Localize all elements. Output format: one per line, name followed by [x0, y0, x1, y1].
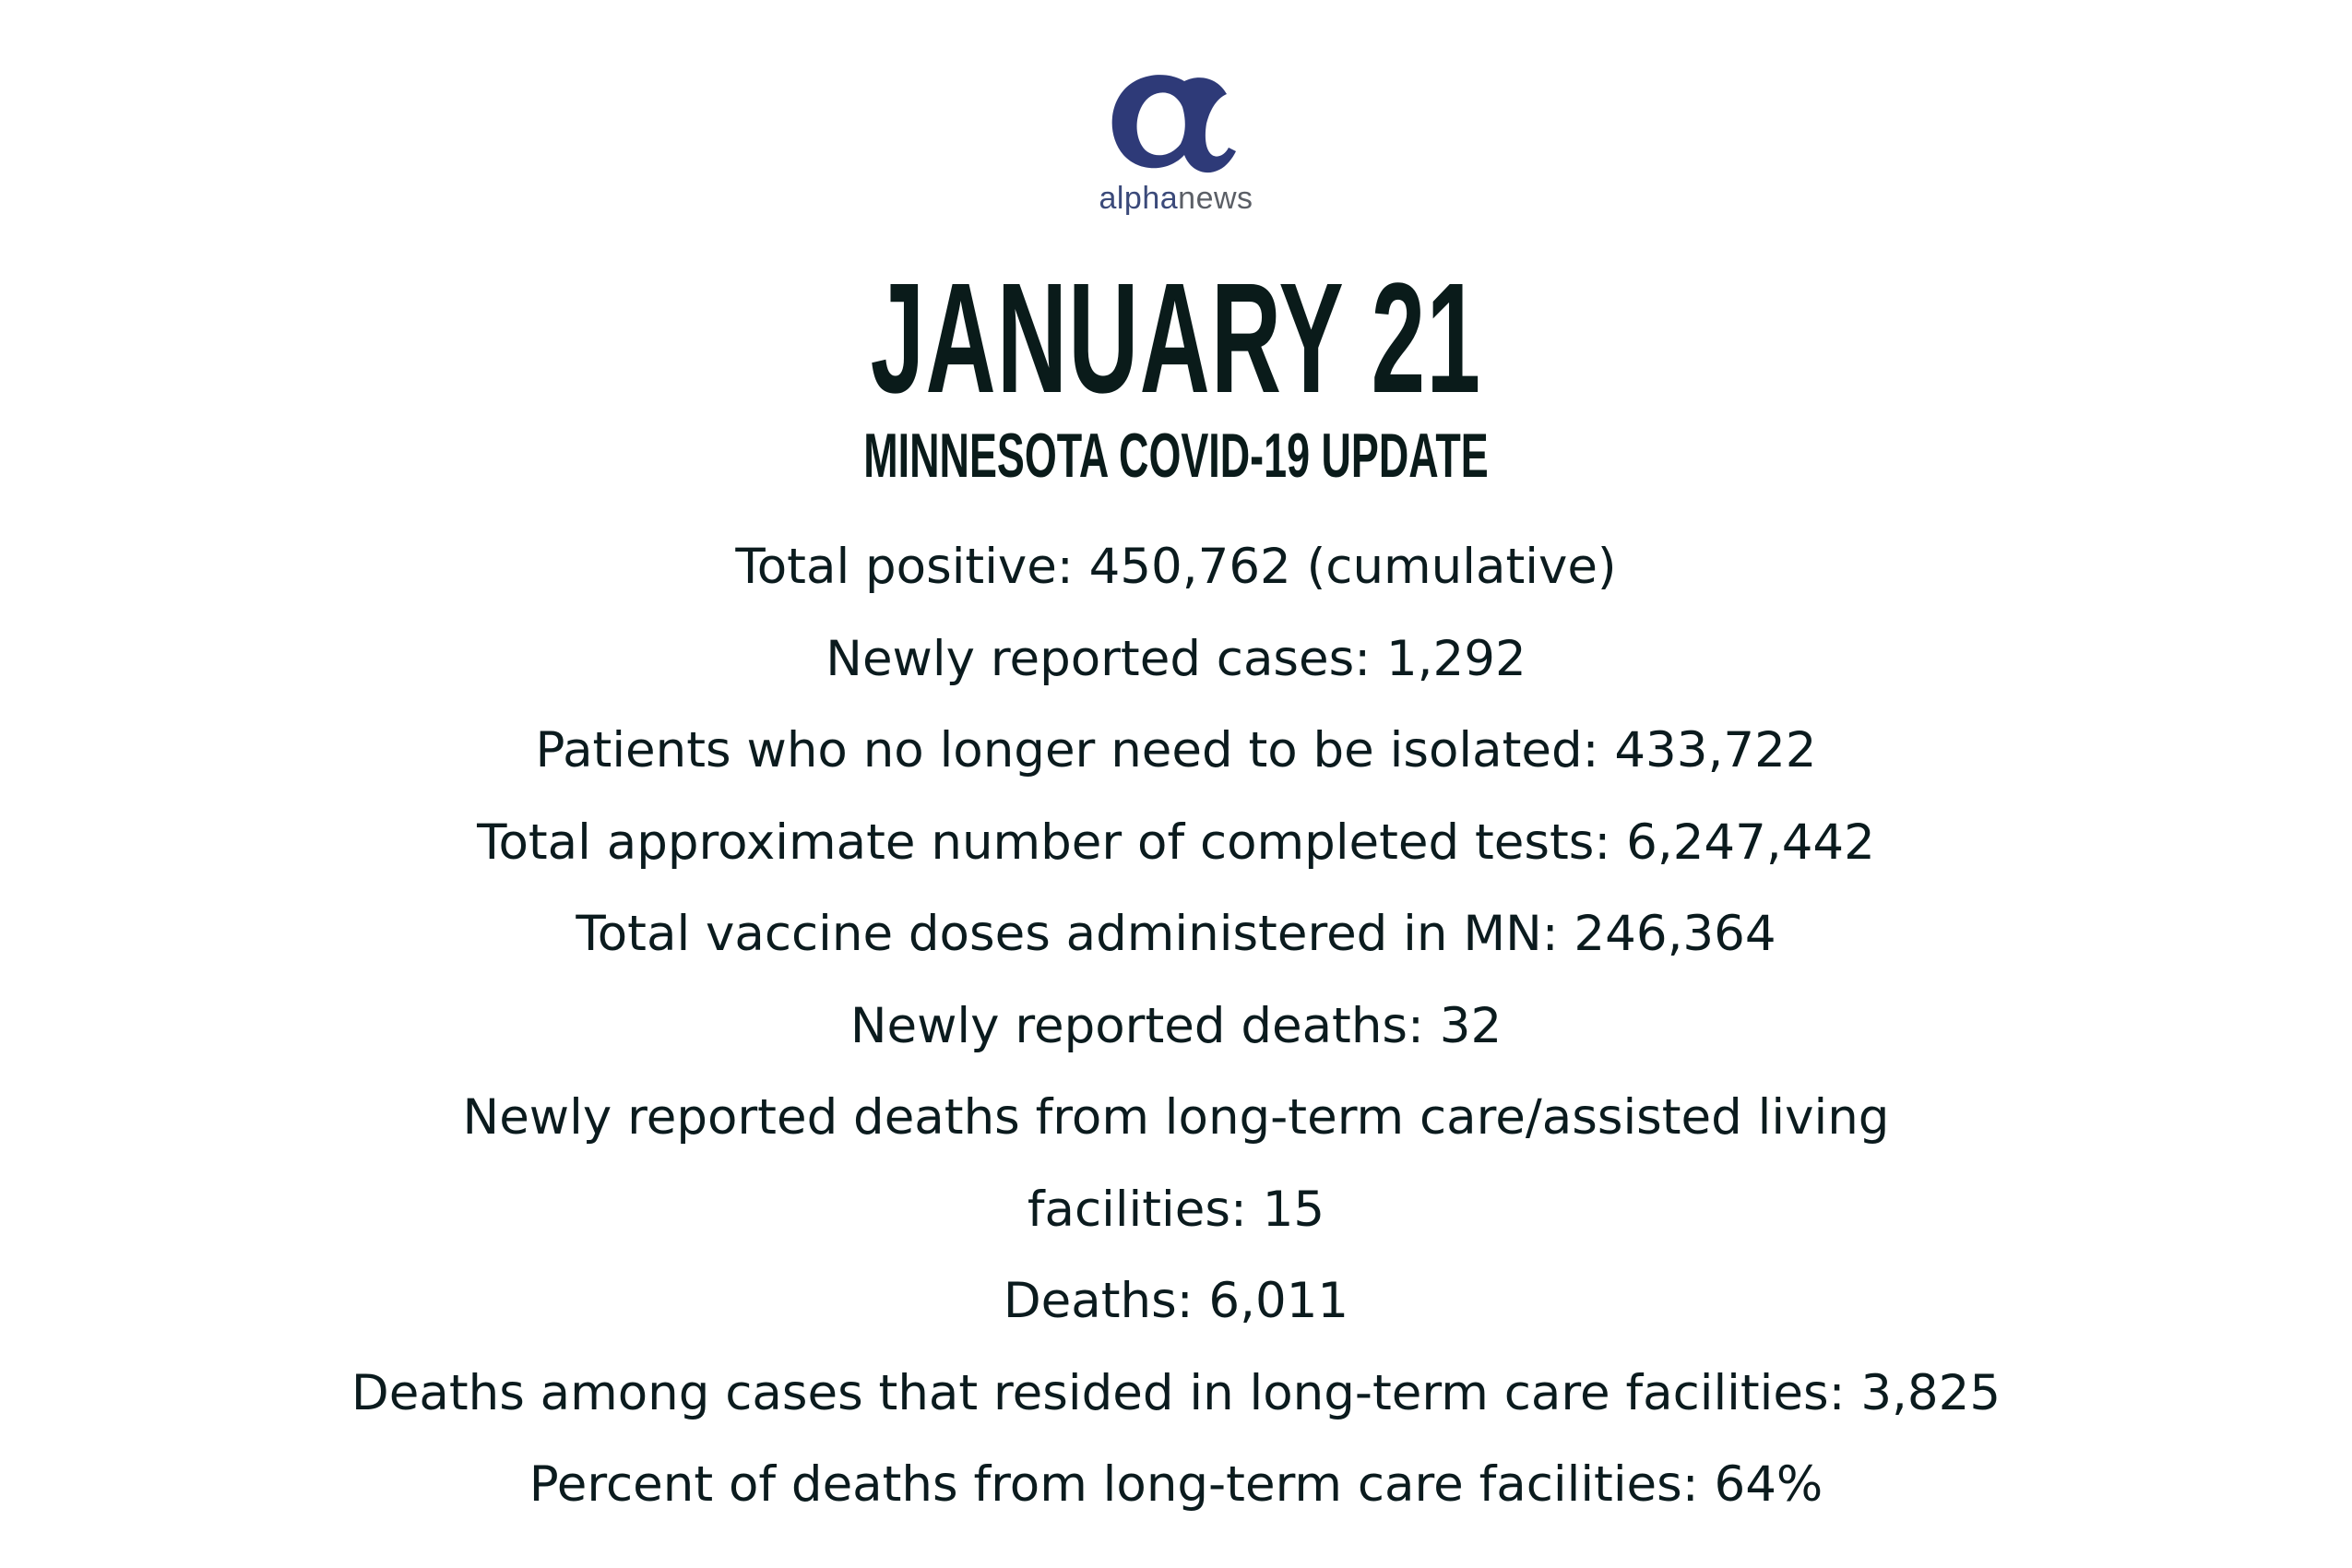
logo-wordmark: alphanews: [1084, 181, 1268, 217]
logo-wordmark-alpha: alpha: [1099, 181, 1179, 216]
page-subtitle: MINNESOTA COVID-19 UPDATE: [863, 421, 1489, 491]
stat-line: Total approximate number of completed te…: [477, 814, 1875, 871]
alphanews-logo: alphanews: [1084, 66, 1268, 232]
stat-line: Patients who no longer need to be isolat…: [535, 722, 1817, 778]
alpha-letter-icon: [1111, 75, 1236, 173]
stat-line: facilities: 15: [1027, 1181, 1325, 1238]
stat-line: Newly reported cases: 1,292: [826, 630, 1526, 687]
logo-wordmark-news: news: [1178, 181, 1253, 216]
stat-line: Deaths: 6,011: [1003, 1273, 1349, 1329]
stat-line: Deaths among cases that resided in long-…: [350, 1364, 2002, 1421]
stat-line: Newly reported deaths: 32: [849, 997, 1503, 1054]
page-title: JANUARY 21: [870, 251, 1482, 426]
stat-line: Total vaccine doses administered in MN: …: [576, 906, 1776, 962]
stat-line: Total positive: 450,762 (cumulative): [735, 539, 1617, 595]
stat-line: Newly reported deaths from long-term car…: [462, 1089, 1890, 1146]
stat-line: Percent of deaths from long-term care fa…: [529, 1456, 1823, 1513]
stats-list: Total positive: 450,762 (cumulative) New…: [277, 521, 2075, 1531]
